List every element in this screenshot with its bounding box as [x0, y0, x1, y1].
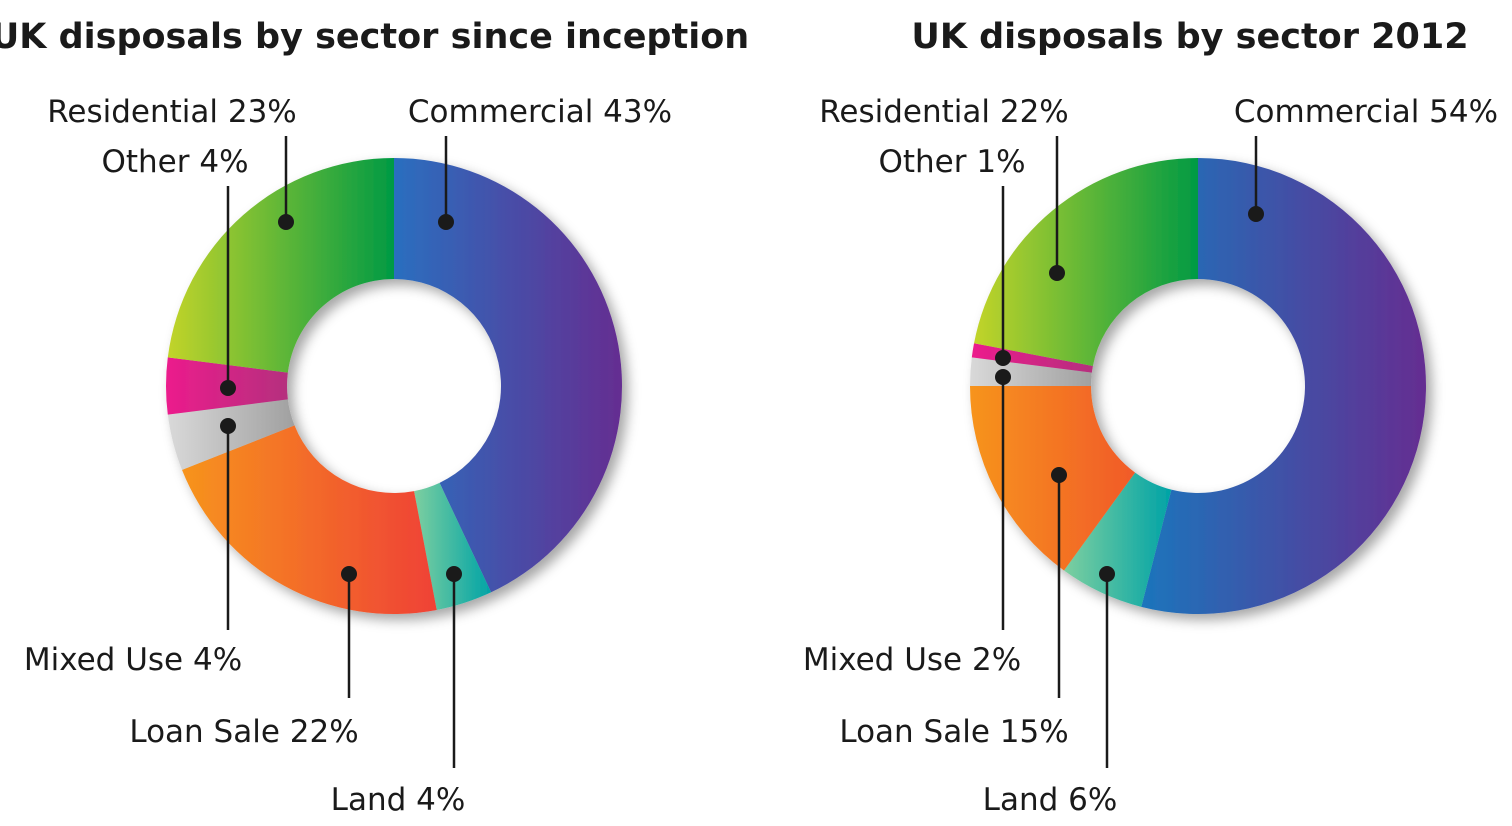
pie-slice-commercial: [394, 158, 622, 593]
pie-slice-residential: [167, 158, 394, 373]
leader-dot-mixed-use: [995, 369, 1011, 385]
pie-chart-2012: UK disposals by sector 2012 Commercial 5…: [803, 17, 1498, 818]
pie-callouts: Commercial 54% Land 6% Loan Sale 15% Mixed …: [803, 94, 1498, 818]
pie-slice-residential: [974, 158, 1198, 366]
slice-label-residential: Residential 23%: [47, 94, 297, 130]
slice-label-commercial: Commercial 43%: [408, 94, 672, 130]
pie-slice-land: [1063, 472, 1172, 607]
slice-label-land: Land 6%: [983, 782, 1118, 818]
slice-label-residential: Residential 22%: [819, 94, 1069, 130]
leader-dot-loan-sale: [1051, 467, 1067, 483]
slice-label-commercial: Commercial 54%: [1234, 94, 1498, 130]
leader-dot-residential: [1049, 265, 1065, 281]
leader-dot-loan-sale: [341, 566, 357, 582]
leader-dot-residential: [278, 214, 294, 230]
leader-dot-other: [220, 380, 236, 396]
pie-slice-loan-sale: [182, 425, 437, 614]
leader-dot-commercial: [438, 214, 454, 230]
leader-dot-land: [1099, 566, 1115, 582]
pie-chart-since-inception: UK disposals by sector since inception C…: [0, 17, 749, 818]
leader-dot-mixed-use: [220, 418, 236, 434]
slice-label-mixed-use: Mixed Use 4%: [24, 642, 242, 678]
leader-dot-land: [446, 566, 462, 582]
leader-dot-commercial: [1248, 206, 1264, 222]
slice-label-mixed-use: Mixed Use 2%: [803, 642, 1021, 678]
pie-slice-commercial: [1141, 158, 1426, 614]
chart-title: UK disposals by sector since inception: [0, 17, 749, 57]
slice-label-other: Other 4%: [101, 144, 248, 180]
slice-label-land: Land 4%: [331, 782, 466, 818]
pie-slice-land: [414, 482, 492, 610]
leader-dot-other: [995, 350, 1011, 366]
slice-label-loan-sale: Loan Sale 22%: [129, 714, 358, 750]
chart-title: UK disposals by sector 2012: [911, 17, 1468, 57]
pie-slice-mixed-use: [167, 399, 295, 470]
slice-label-loan-sale: Loan Sale 15%: [839, 714, 1068, 750]
pie-callouts: Commercial 43% Land 4% Loan Sale 22% Mixed …: [24, 94, 672, 818]
pie-slices: [970, 158, 1426, 614]
slice-label-other: Other 1%: [878, 144, 1025, 180]
